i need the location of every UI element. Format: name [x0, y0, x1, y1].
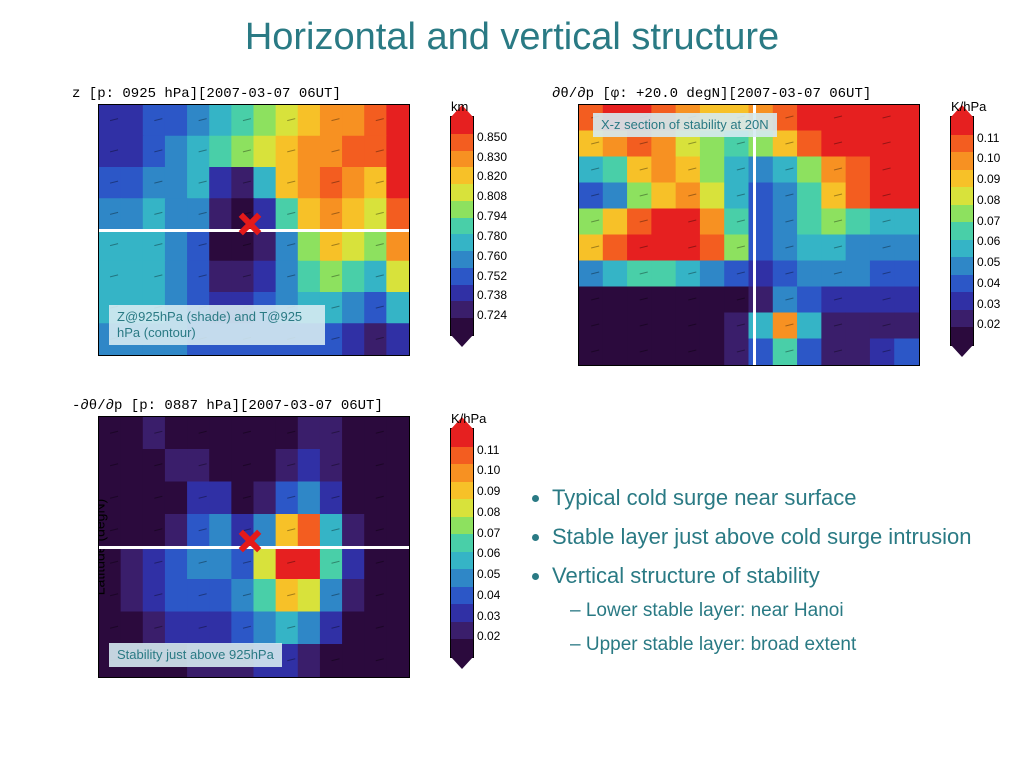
colorbar: 0.110.100.090.080.070.060.050.040.030.02…	[450, 428, 474, 658]
bullet: Vertical structure of stability Lower st…	[552, 558, 1000, 660]
colorbar-tick: 0.850	[477, 130, 507, 144]
bullet-list: Typical cold surge near surface Stable l…	[530, 480, 1000, 664]
colorbar-tick: 0.08	[477, 505, 500, 519]
colorbar-unit: K/hPa	[951, 99, 986, 114]
colorbar-tick: 0.03	[977, 297, 1000, 311]
axes: 708090100110120130140010203040Z@925hPa (…	[98, 104, 410, 356]
colorbar-tick: 0.780	[477, 229, 507, 243]
panel-xz-stability: ∂θ/∂p [φ: +20.0 degN][2007-03-07 06UT] 7…	[520, 86, 1000, 416]
colorbar-tick: 0.06	[477, 546, 500, 560]
colorbar-tick: 0.07	[977, 214, 1000, 228]
colorbar-tick: 0.10	[977, 151, 1000, 165]
colorbar-tick: 0.02	[477, 629, 500, 643]
colorbar-tick: 0.738	[477, 288, 507, 302]
guideline-v	[753, 105, 756, 365]
panel-title: z [p: 0925 hPa][2007-03-07 06UT]	[72, 86, 341, 102]
panel-stability-887: -∂θ/∂p [p: 0887 hPa][2007-03-07 06UT] 70…	[40, 398, 495, 728]
annotation-box: Z@925hPa (shade) and T@925 hPa (contour)	[109, 305, 325, 346]
colorbar-unit: km	[451, 99, 468, 114]
marker-cross	[237, 211, 263, 237]
colorbar-tick: 0.760	[477, 249, 507, 263]
colorbar-tick: 0.10	[477, 463, 500, 477]
colorbar-tick: 0.11	[977, 131, 999, 145]
marker-cross	[237, 528, 263, 554]
colorbar-tick: 0.04	[477, 588, 500, 602]
colorbar-tick: 0.09	[977, 172, 1000, 186]
annotation-box: Stability just above 925hPa	[109, 643, 282, 667]
colorbar: 0.8500.8300.8200.8080.7940.7800.7600.752…	[450, 116, 474, 336]
colorbar-tick: 0.05	[977, 255, 1000, 269]
axes: 708090100110120130140010203040Longitude …	[98, 416, 410, 678]
colorbar-tick: 0.05	[477, 567, 500, 581]
axes: 7080901001101201301403004005006007008009…	[578, 104, 920, 366]
colorbar-tick: 0.11	[477, 443, 499, 457]
colorbar-tick: 0.06	[977, 234, 1000, 248]
annotation-box: X-z section of stability at 20N	[593, 113, 777, 137]
colorbar-tick: 0.04	[977, 276, 1000, 290]
colorbar-tick: 0.820	[477, 169, 507, 183]
panel-title: -∂θ/∂p [p: 0887 hPa][2007-03-07 06UT]	[72, 398, 383, 414]
colorbar-tick: 0.752	[477, 269, 507, 283]
colorbar-tick: 0.09	[477, 484, 500, 498]
colorbar: 0.110.100.090.080.070.060.050.040.030.02…	[950, 116, 974, 346]
bullet: Typical cold surge near surface	[552, 480, 1000, 515]
colorbar-tick: 0.794	[477, 209, 507, 223]
colorbar-tick: 0.08	[977, 193, 1000, 207]
colorbar-tick: 0.07	[477, 526, 500, 540]
colorbar-tick: 0.808	[477, 189, 507, 203]
colorbar-unit: K/hPa	[451, 411, 486, 426]
colorbar-tick: 0.03	[477, 609, 500, 623]
panel-title: ∂θ/∂p [φ: +20.0 degN][2007-03-07 06UT]	[552, 86, 871, 102]
panel-z925: z [p: 0925 hPa][2007-03-07 06UT] 7080901…	[40, 86, 495, 376]
bullet: Stable layer just above cold surge intru…	[552, 519, 1000, 554]
sub-bullet: Upper stable layer: broad extent	[570, 630, 1000, 660]
colorbar-tick: 0.724	[477, 308, 507, 322]
sub-bullet: Lower stable layer: near Hanoi	[570, 596, 1000, 626]
slide-title: Horizontal and vertical structure	[0, 16, 1024, 59]
colorbar-tick: 0.830	[477, 150, 507, 164]
colorbar-tick: 0.02	[977, 317, 1000, 331]
